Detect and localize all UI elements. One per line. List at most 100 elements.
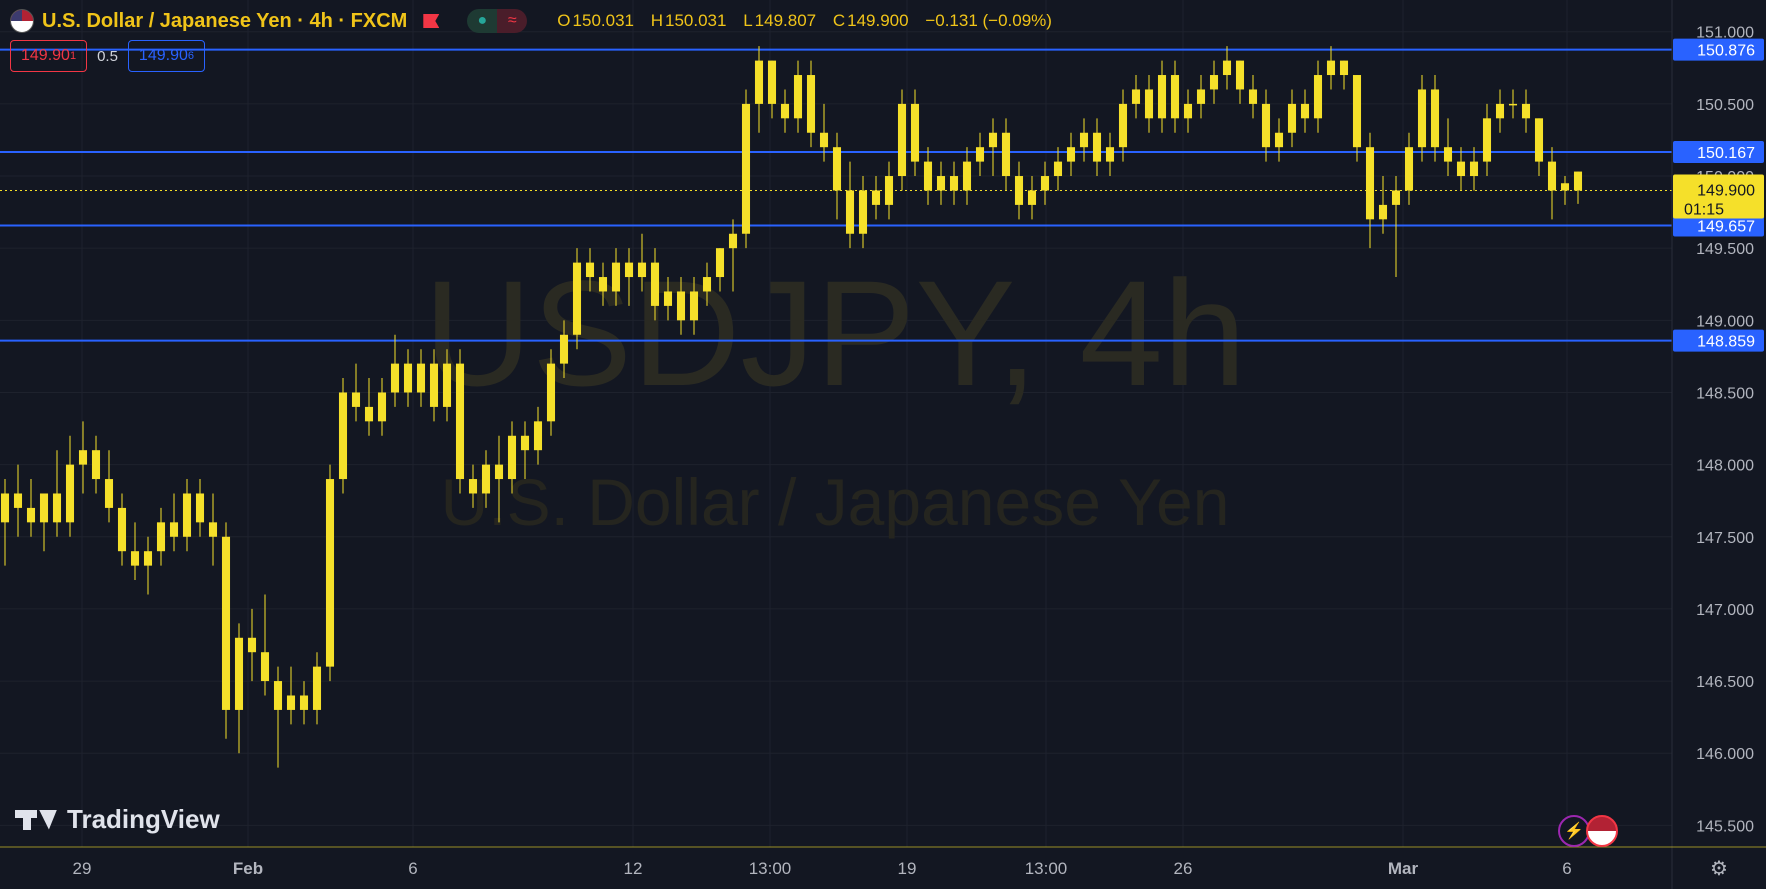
candle-body <box>1547 161 1557 191</box>
candle-body <box>156 522 166 552</box>
buy-price-pip: 6 <box>187 50 194 62</box>
market-status-pill[interactable]: ● ≈ <box>467 9 528 33</box>
low-value: 149.807 <box>754 11 817 30</box>
buy-button[interactable]: 149.90 6 <box>127 40 205 72</box>
candle-body <box>182 493 192 537</box>
bar-countdown-label: 01:15 <box>1684 201 1724 218</box>
candle-body <box>26 507 36 523</box>
tradingview-logo[interactable]: TradingView <box>15 804 220 835</box>
candle-body <box>39 493 49 523</box>
candle-body <box>1573 171 1583 191</box>
candle-body <box>78 450 88 465</box>
candle-body <box>676 291 686 321</box>
sell-button[interactable]: 149.90 1 <box>10 40 88 72</box>
candle-body <box>1209 75 1219 90</box>
level-price-tag <box>1673 329 1764 352</box>
open-label: O <box>557 11 571 30</box>
price-tick-label: 145.500 <box>1696 818 1754 835</box>
candle-body <box>377 392 387 422</box>
price-tick-label: 146.000 <box>1696 746 1754 763</box>
candle-body <box>858 190 868 234</box>
candle-body <box>1027 190 1037 205</box>
candle-body <box>624 262 634 278</box>
candle-body <box>1352 75 1362 148</box>
candle-body <box>559 334 569 364</box>
time-tick-label: 26 <box>1174 859 1193 878</box>
us-flag-badge-icon[interactable] <box>1586 815 1618 847</box>
candle-body <box>260 652 270 682</box>
time-tick-label: 6 <box>1562 859 1571 878</box>
candle-body <box>1157 75 1167 119</box>
candle-body <box>208 522 218 537</box>
trade-panel: 149.90 1 0.5 149.90 6 <box>10 40 205 72</box>
candle-body <box>611 262 621 292</box>
candle-body <box>1560 183 1570 191</box>
candle-body <box>1053 161 1063 177</box>
level-price-label: 149.657 <box>1697 219 1755 236</box>
price-tick-label: 148.500 <box>1696 385 1754 402</box>
candle-body <box>1378 204 1388 220</box>
candle-body <box>728 233 738 249</box>
time-tick-label: 13:00 <box>749 859 792 878</box>
candle-body <box>52 493 62 523</box>
level-price-tag <box>1673 214 1764 237</box>
candle-body <box>1469 161 1479 177</box>
us-flag-icon <box>10 9 34 33</box>
candle-body <box>429 363 439 407</box>
candle-body <box>416 363 426 393</box>
candle-body <box>1417 89 1427 148</box>
candle-body <box>1430 89 1440 148</box>
change-value: −0.131 (−0.09%) <box>925 11 1052 30</box>
candle-body <box>910 103 920 162</box>
candle-body <box>637 262 647 278</box>
sell-price-pip: 1 <box>69 50 77 62</box>
settings-gear-icon[interactable]: ⚙ <box>1710 858 1728 880</box>
candle-body <box>1326 60 1336 76</box>
level-price-tag <box>1673 140 1764 163</box>
candle-body <box>520 435 530 451</box>
candle-body <box>325 479 335 667</box>
candle-body <box>754 60 764 104</box>
symbol-title[interactable]: U.S. Dollar / Japanese Yen · 4h · FXCM <box>42 9 408 32</box>
time-tick-label: 29 <box>73 859 92 878</box>
current-price-tag <box>1673 174 1764 219</box>
high-label: H <box>650 11 663 30</box>
candle-body <box>13 493 23 508</box>
price-tick-label: 147.000 <box>1696 602 1754 619</box>
candle-body <box>1079 132 1089 148</box>
logo-text: TradingView <box>67 804 220 834</box>
candle-body <box>1508 103 1518 106</box>
price-tick-label: 147.500 <box>1696 530 1754 547</box>
candle-body <box>1300 103 1310 119</box>
ohlc-readout: O 150.031 H 150.031 L 149.807 C 149.900 −0.1… <box>557 11 1052 31</box>
candle-body <box>689 291 699 321</box>
level-price-label: 148.859 <box>1697 334 1755 351</box>
candle-body <box>1144 89 1154 119</box>
candle-body <box>1456 161 1466 177</box>
candle-body <box>247 637 257 653</box>
candle-body <box>1521 103 1531 119</box>
flag-marker-icon[interactable] <box>423 14 440 28</box>
candle-body <box>273 681 283 710</box>
low-label: L <box>743 11 753 30</box>
price-tick-label: 151.000 <box>1696 25 1754 42</box>
candle-body <box>0 493 10 523</box>
candle-body <box>1261 103 1271 148</box>
candle-body <box>598 277 608 292</box>
candle-body <box>1196 89 1206 104</box>
candle-body <box>1092 132 1102 162</box>
candle-body <box>962 161 972 191</box>
time-tick-label: Mar <box>1388 859 1419 878</box>
wave-icon: ≈ <box>497 9 528 33</box>
candle-body <box>1105 147 1115 162</box>
candle-body <box>1339 60 1349 76</box>
candle-body <box>884 176 894 205</box>
candle-body <box>546 363 556 422</box>
candle-body <box>104 479 114 508</box>
candle-body <box>871 190 881 205</box>
candle-body <box>988 132 998 148</box>
candle-body <box>507 435 517 480</box>
candle-body <box>936 176 946 191</box>
